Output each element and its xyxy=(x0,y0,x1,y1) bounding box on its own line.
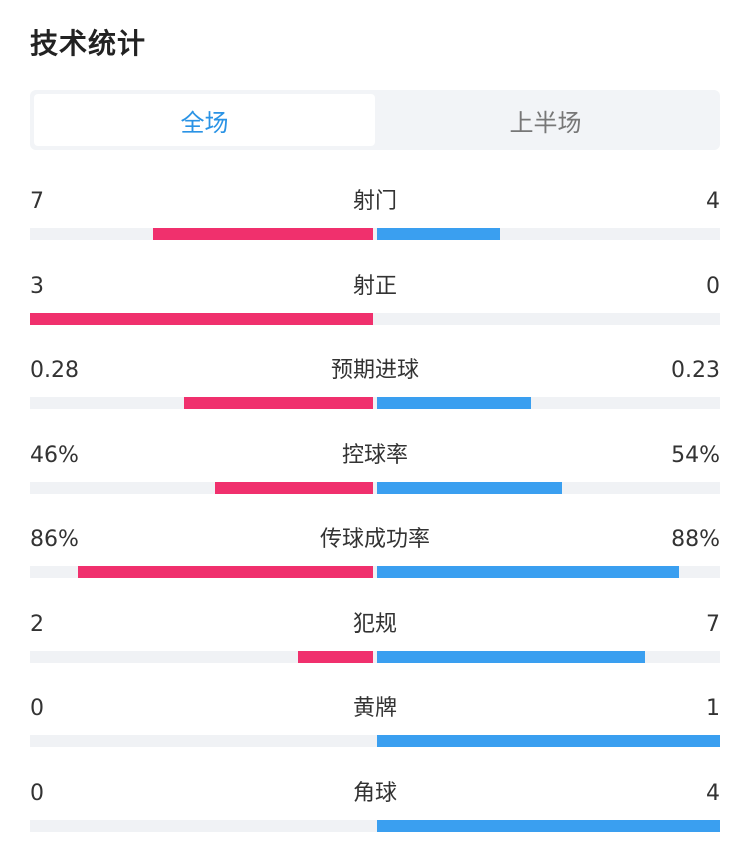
away-value: 0.23 xyxy=(671,358,720,383)
stat-bar-track xyxy=(30,735,720,747)
stat-values: 射正 3 0 xyxy=(30,261,720,313)
away-bar xyxy=(377,650,645,663)
away-bar xyxy=(377,481,562,494)
home-value: 2 xyxy=(30,611,44,637)
home-bar xyxy=(298,650,373,663)
away-bar xyxy=(377,819,720,832)
stat-label: 预期进球 xyxy=(330,358,419,383)
home-value: 0.28 xyxy=(30,358,79,383)
home-value: 7 xyxy=(30,189,44,214)
away-value: 88% xyxy=(671,527,720,552)
stats-list: 射门 7 4 射正 3 0 预期进球 0.28 0.23 控球率 46% 54% 传球成功率 86% 88%… xyxy=(30,176,720,852)
stat-row: 犯规 2 7 xyxy=(30,599,720,684)
stat-bar-track xyxy=(30,397,720,409)
home-value: 3 xyxy=(30,273,44,299)
home-value: 46% xyxy=(30,442,79,468)
away-bar xyxy=(377,228,500,240)
home-bar xyxy=(215,481,373,494)
stat-label: 黄牌 xyxy=(352,696,397,721)
away-value: 54% xyxy=(671,442,720,468)
home-bar xyxy=(184,397,373,409)
stat-label: 犯规 xyxy=(352,611,397,637)
stat-values: 传球成功率 86% 88% xyxy=(30,514,720,566)
stat-row: 射正 3 0 xyxy=(30,261,720,346)
stat-values: 预期进球 0.28 0.23 xyxy=(30,345,720,397)
away-bar xyxy=(377,397,531,409)
stat-values: 射门 7 4 xyxy=(30,176,720,228)
home-bar xyxy=(78,566,373,578)
stat-bar-track xyxy=(30,650,720,663)
stat-label: 射门 xyxy=(352,189,397,214)
away-bar xyxy=(377,735,720,747)
stat-bar-track xyxy=(30,228,720,240)
stat-label: 角球 xyxy=(352,780,397,806)
away-value: 4 xyxy=(706,780,720,806)
away-bar xyxy=(377,566,679,578)
home-bar xyxy=(153,228,373,240)
stat-row: 射门 7 4 xyxy=(30,176,720,261)
stat-label: 射正 xyxy=(352,273,397,299)
stat-bar-track xyxy=(30,312,720,325)
stat-row: 黄牌 0 1 xyxy=(30,683,720,768)
stat-row: 预期进球 0.28 0.23 xyxy=(30,345,720,430)
stat-bar-track xyxy=(30,566,720,578)
stat-bar-track xyxy=(30,481,720,494)
stat-values: 控球率 46% 54% xyxy=(30,430,720,482)
period-tabs: 全场 上半场 xyxy=(30,90,720,150)
away-value: 4 xyxy=(706,189,720,214)
stat-row: 角球 0 4 xyxy=(30,768,720,853)
away-value: 7 xyxy=(706,611,720,637)
stat-row: 传球成功率 86% 88% xyxy=(30,514,720,599)
tab-full-match[interactable]: 全场 xyxy=(34,94,375,146)
stat-row: 控球率 46% 54% xyxy=(30,430,720,515)
home-value: 0 xyxy=(30,780,44,806)
stat-label: 控球率 xyxy=(341,442,408,468)
stat-bar-track xyxy=(30,819,720,832)
away-value: 0 xyxy=(706,273,720,299)
stat-values: 犯规 2 7 xyxy=(30,599,720,651)
away-value: 1 xyxy=(706,696,720,721)
home-value: 86% xyxy=(30,527,79,552)
tab-first-half[interactable]: 上半场 xyxy=(509,108,582,137)
home-bar xyxy=(30,312,373,325)
stat-label: 传球成功率 xyxy=(319,527,430,552)
page-title: 技术统计 xyxy=(30,27,147,60)
stat-values: 黄牌 0 1 xyxy=(30,683,720,735)
stat-values: 角球 0 4 xyxy=(30,768,720,820)
home-value: 0 xyxy=(30,696,44,721)
